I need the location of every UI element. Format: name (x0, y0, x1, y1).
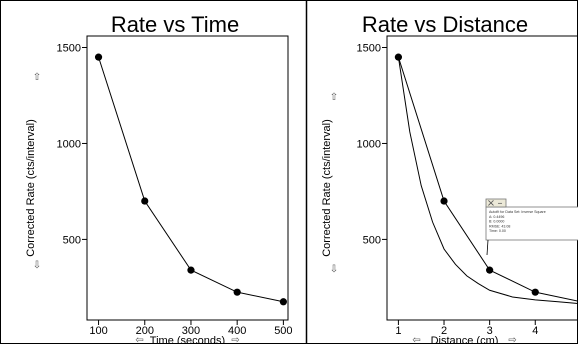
fit-popup-close-button[interactable]: × (487, 198, 495, 209)
left-ytick-label: 1500 (57, 43, 81, 55)
fit-popup[interactable]: × –Autofit for Data Set: Inverse SquareA:… (485, 198, 578, 256)
fit-popup-line: Autofit for Data Set: Inverse Square (489, 210, 546, 214)
right-xtick-label: 2 (441, 325, 447, 337)
right-plot-frame (386, 35, 578, 321)
right-ytick-label: 1000 (357, 138, 381, 150)
right-data-point (531, 288, 539, 296)
fit-popup-line: Time: 0.00 (489, 229, 506, 233)
left-xtick-label: 100 (89, 325, 107, 337)
left-series-line (98, 56, 284, 303)
right-data-point (440, 197, 448, 205)
right-ytick-label: 500 (363, 234, 381, 246)
left-x-left-arrow-icon[interactable]: ⇦ (135, 335, 143, 344)
right-xtick-label: 1 (395, 325, 401, 337)
fit-popup-box (485, 206, 578, 241)
right-fit-curve (397, 57, 578, 304)
left-ytick-label: 500 (63, 234, 81, 246)
right-x-right-arrow-icon[interactable]: ⇨ (508, 335, 516, 344)
right-y-up-arrow-icon[interactable]: ⇧ (330, 92, 338, 103)
left-xtick-label: 300 (182, 325, 200, 337)
fit-popup-line: RMSE: 43.08 (489, 224, 510, 228)
right-xtick-label: 4 (532, 325, 538, 337)
left-xlabel: Time (seconds) (150, 335, 225, 344)
left-data-point (279, 298, 287, 306)
right-ytick-label: 1500 (357, 43, 381, 55)
left-data-point (141, 197, 149, 205)
left-data-point (94, 53, 103, 61)
left-chart: Rate vs Time 500 1000 1500 100 200 300 400 500 Co… (25, 12, 293, 344)
fit-popup-line: B: 0.0000 (489, 220, 504, 224)
right-data-point (394, 53, 403, 61)
right-y-down-arrow-icon[interactable]: ⇩ (330, 264, 338, 275)
right-series-line (397, 56, 578, 302)
left-x-right-arrow-icon[interactable]: ⇨ (231, 335, 239, 344)
right-data-point (486, 266, 494, 274)
right-xtick-label: 3 (487, 325, 493, 337)
left-y-up-arrow-icon[interactable]: ⇧ (33, 72, 41, 83)
fit-popup-line: A: 0.4496 (489, 215, 504, 219)
fit-popup-titlebar (485, 198, 507, 208)
right-chart: Rate vs Distance5001000150012345Correcte… (321, 12, 578, 344)
left-ylabel: Corrected Rate (cts/interval) (25, 119, 37, 257)
left-ytick-label: 1000 (57, 138, 81, 150)
fit-popup-minimize-button[interactable]: – (498, 198, 503, 209)
right-chart-title: Rate vs Distance (362, 12, 528, 37)
left-data-point (187, 266, 195, 274)
fit-popup-connector (486, 239, 489, 256)
right-xlabel: Distance (cm) (431, 335, 499, 344)
right-x-left-arrow-icon[interactable]: ⇦ (412, 335, 420, 344)
left-chart-title: Rate vs Time (111, 12, 239, 37)
left-xtick-label: 400 (228, 325, 246, 337)
left-xtick-label: 500 (274, 325, 292, 337)
left-plot-frame (86, 35, 289, 321)
right-ylabel: Corrected Rate (cts/interval) (321, 119, 333, 257)
left-data-point (233, 288, 241, 296)
left-y-down-arrow-icon[interactable]: ⇩ (33, 260, 41, 271)
left-xtick-label: 200 (136, 325, 154, 337)
